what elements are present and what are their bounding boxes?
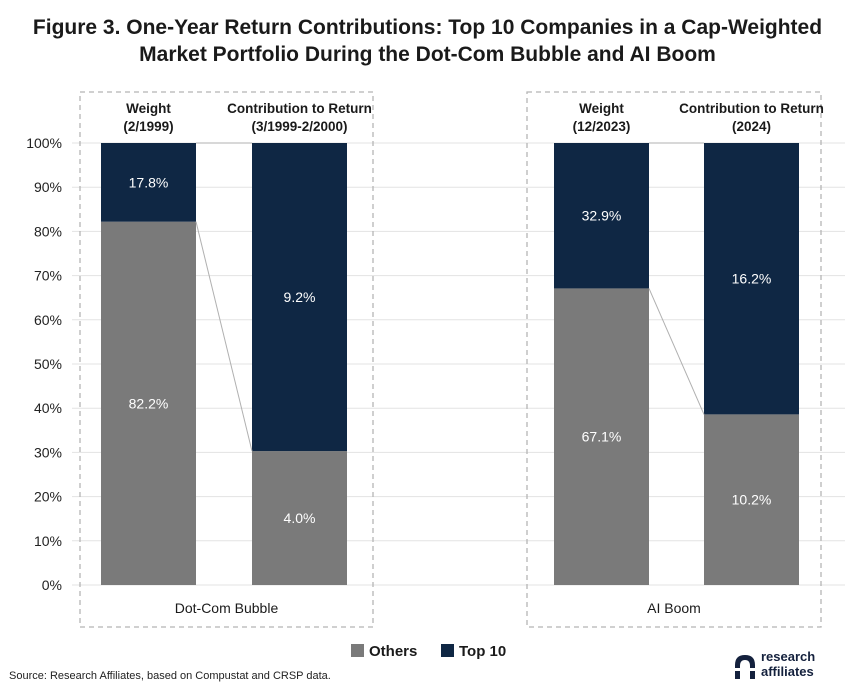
legend-swatch <box>441 644 454 657</box>
bar-segment-top10 <box>554 143 649 289</box>
y-tick-label: 70% <box>34 268 62 284</box>
data-label-top10: 32.9% <box>582 208 622 224</box>
bar-segment-top10 <box>252 143 347 452</box>
bar-segment-top10 <box>704 143 799 415</box>
y-tick-label: 30% <box>34 444 62 460</box>
chart-title-line-2: Market Portfolio During the Dot-Com Bubb… <box>139 43 716 66</box>
y-tick-label: 50% <box>34 356 62 372</box>
data-label-top10: 16.2% <box>732 271 772 287</box>
bar-header-line-2: (2024) <box>732 119 771 134</box>
y-tick-label: 100% <box>26 135 62 151</box>
data-label-others: 4.0% <box>284 510 316 526</box>
bar-header-line-1: Contribution to Return <box>227 101 372 116</box>
bar-segment-others <box>554 288 649 585</box>
y-tick-label: 90% <box>34 179 62 195</box>
bar-segment-others <box>704 414 799 585</box>
y-tick-label: 40% <box>34 400 62 416</box>
research-affiliates-logo: research affiliates <box>733 647 833 687</box>
bar-header-line-1: Contribution to Return <box>679 101 824 116</box>
legend-label: Top 10 <box>459 643 506 660</box>
bar-header-line-2: (12/2023) <box>573 119 631 134</box>
bar-header-line-2: (3/1999-2/2000) <box>251 119 347 134</box>
research-affiliates-logo-icon <box>735 655 755 679</box>
y-tick-label: 60% <box>34 312 62 328</box>
bar-header-line-1: Weight <box>579 101 624 116</box>
legend-label: Others <box>369 643 417 660</box>
data-label-top10: 9.2% <box>284 289 316 305</box>
panel-frame <box>79 91 374 628</box>
data-label-top10: 17.8% <box>129 174 169 190</box>
panel-frame <box>526 91 822 628</box>
bar-segment-others <box>252 451 347 585</box>
y-tick-label: 0% <box>42 577 62 593</box>
bar-header-line-1: Weight <box>126 101 171 116</box>
panel-label: Dot-Com Bubble <box>175 600 279 616</box>
y-tick-label: 80% <box>34 223 62 239</box>
legend-swatch <box>351 644 364 657</box>
connector-line-split <box>195 221 253 452</box>
bar-header-line-2: (2/1999) <box>123 119 173 134</box>
y-tick-label: 10% <box>34 533 62 549</box>
connector-line-split <box>648 288 705 415</box>
data-label-others: 10.2% <box>732 492 772 508</box>
bar-segment-top10 <box>101 143 196 222</box>
chart-title-line-1: Figure 3. One-Year Return Contributions:… <box>32 16 823 39</box>
source-note: Source: Research Affiliates, based on Co… <box>9 670 331 682</box>
data-label-others: 67.1% <box>582 429 622 445</box>
logo-text-line-1: research <box>761 649 816 664</box>
panel-label: AI Boom <box>647 600 701 616</box>
data-label-others: 82.2% <box>129 395 169 411</box>
logo-text-line-2: affiliates <box>761 664 814 679</box>
bar-segment-others <box>101 221 196 585</box>
y-tick-label: 20% <box>34 489 62 505</box>
chart-title: Figure 3. One-Year Return Contributions:… <box>0 14 855 68</box>
